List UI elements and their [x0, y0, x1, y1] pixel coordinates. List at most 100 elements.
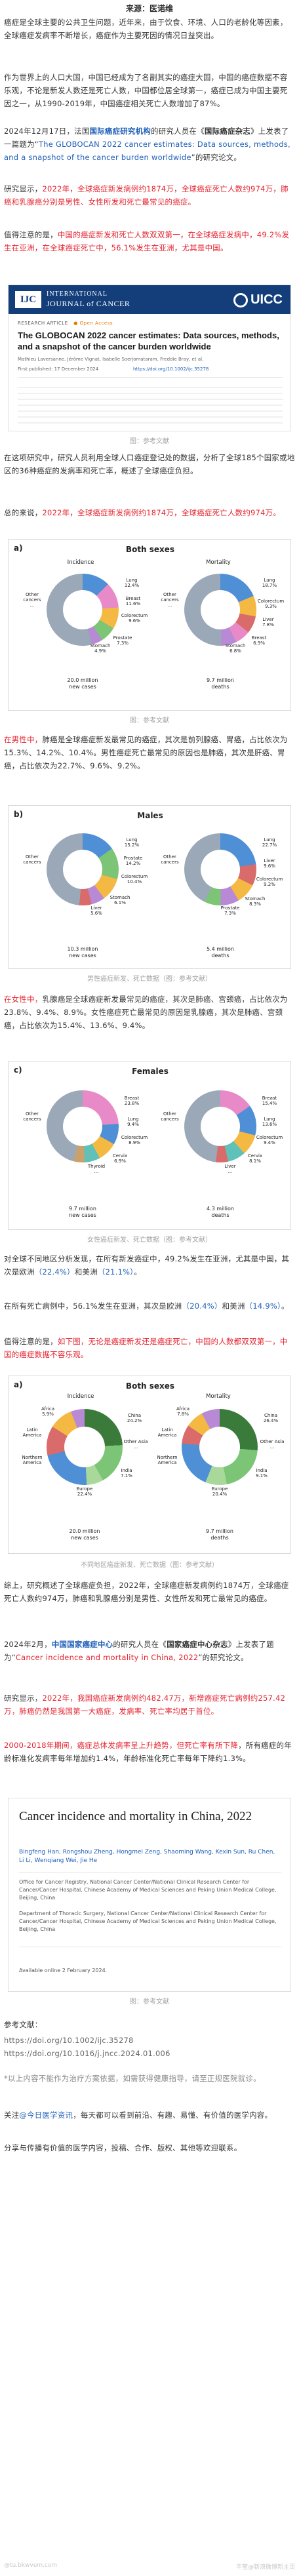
- chart-title: Both sexes: [125, 545, 175, 554]
- globocan-result-paragraph: 研究显示，2022年，全球癌症新发病例约1874万，全球癌症死亡人数约974万，…: [4, 182, 295, 208]
- text-segment: 和美洲: [74, 1267, 98, 1277]
- pie-label: Other cancers ...: [161, 592, 179, 608]
- pie-label: Liver 9.6%: [264, 858, 275, 869]
- text-segment: 2024年12月17日，法国: [4, 127, 90, 136]
- incidence-total: 20.0 million new cases: [67, 677, 98, 690]
- pie-label: Prostate 7.3%: [113, 635, 132, 646]
- figure-caption: 女性癌症新发、死亡数据（图：参考文献）: [87, 1237, 212, 1244]
- pie-label: Europe 22.4%: [76, 1486, 93, 1497]
- text-segment: 值得注意的是，: [4, 1337, 58, 1346]
- pie-label: Latin America: [157, 1427, 177, 1438]
- account-link[interactable]: @今日医学资讯: [19, 2110, 73, 2120]
- pie-label: Africa 7.8%: [176, 1406, 189, 1417]
- text-segment: 对全球不同地区分析发现，在所有新发癌症中，49.2%发生在亚洲，尤其是中国，其次…: [4, 1254, 290, 1277]
- panel-label: c): [14, 1065, 22, 1075]
- pie-label: Lung 18.7%: [262, 578, 277, 588]
- incidence-pie-hole: [63, 1107, 102, 1146]
- uicc-logo: UICC: [233, 290, 283, 309]
- paper-body-placeholder: [18, 382, 283, 424]
- panel-label: a): [14, 1380, 23, 1389]
- pie-label: Prostate 7.3%: [220, 905, 240, 916]
- chart-regions: a) Both sexes Incidence Mortality China …: [8, 1376, 291, 1554]
- figure-caption: 不同地区癌症新发、死亡数据（图：参考文献）: [81, 1562, 218, 1569]
- chart-title: Both sexes: [125, 1381, 175, 1391]
- pie-label: Lung 9.4%: [127, 1117, 139, 1127]
- mortality-total: 5.4 million deaths: [207, 946, 234, 959]
- pie-label: Other Asia ...: [123, 1439, 148, 1450]
- figure-caption: 图：参考文献: [130, 717, 169, 724]
- pie-label: Other cancers ...: [23, 592, 41, 608]
- conclusion-paragraph: 综上，研究概述了全球癌症负担，2022年，全球癌症新发病例约1874万，全球癌症…: [4, 1581, 289, 1603]
- pie-label: Other cancers: [161, 854, 179, 865]
- unlock-icon: ●: [73, 321, 78, 326]
- pie-label: Thyroid ...: [87, 1164, 106, 1174]
- pie-label: Other cancers: [23, 854, 41, 865]
- ncc-link[interactable]: 中国国家癌症中心: [51, 1640, 113, 1649]
- paper-doi[interactable]: https://doi.org/10.1002/ijc.35278: [133, 367, 209, 372]
- region-paragraph-2: 在所有死亡病例中，56.1%发生在亚洲，其次是欧洲（20.4%）和美洲（14.9…: [4, 1299, 295, 1313]
- highlight-text: 癌症总体发病率呈上升趋势，但死亡率有所下降: [77, 1741, 239, 1750]
- text-segment: 的研究人员在《: [151, 127, 205, 136]
- pie-label: India 7.1%: [121, 1468, 132, 1478]
- chart-title: Females: [132, 1067, 169, 1076]
- highlight-text: 2022年，我国癌症新发病例约482.47万，新增癌症死亡病例约257.42万，…: [4, 1694, 286, 1716]
- paper-title: Cancer incidence and mortality in China,…: [19, 1810, 252, 1823]
- mortality-pie-hole: [201, 850, 240, 889]
- pie-label: Other cancers: [23, 1111, 41, 1122]
- pie-label: Europe 20.4%: [211, 1486, 228, 1497]
- chart-females: c) Females Breast 23.8% Lung 9.4% Colore…: [8, 1061, 291, 1230]
- incidence-total: 10.3 million new cases: [67, 946, 98, 959]
- pie-label: Colorectum 9.4%: [256, 1135, 283, 1145]
- chart-title: Males: [137, 811, 163, 820]
- intro-paragraph-2: 作为世界上的人口大国，中国已经成为了名副其实的癌症大国，中国的癌症数据不容乐观，…: [4, 73, 288, 108]
- open-access-badge: ● Open Access: [73, 321, 113, 326]
- text-segment: 值得注意的是，: [4, 230, 58, 239]
- paper-title-text: The GLOBOCAN 2022 cancer estimates: Data…: [4, 140, 290, 162]
- pie-label: Lung 12.4%: [124, 578, 140, 588]
- intro-paragraph-1: 癌症是全球主要的公共卫生问题，近年来，由于饮食、环境、人口的老龄化等因素，全球癌…: [4, 18, 288, 40]
- reference-link-2[interactable]: https://doi.org/10.1016/j.jncc.2024.01.0…: [4, 2049, 170, 2058]
- china-paragraph-2: 研究显示，2022年，我国癌症新发病例约482.47万，新增癌症死亡病例约257…: [4, 1692, 295, 1718]
- pie-label: Breast 23.8%: [124, 1096, 140, 1106]
- paper-published: First published: 17 December 2024: [18, 367, 99, 372]
- pie-label: Cervix 6.9%: [112, 1153, 128, 1164]
- paper-title-text: Cancer incidence and mortality in China,…: [15, 1653, 199, 1662]
- iarc-link[interactable]: 国际癌症研究机构: [89, 127, 151, 136]
- text-segment: 肺癌是全球癌症新发最常见的癌症，其次是前列腺癌、胃癌，占比依次为15.3%、14…: [4, 735, 288, 770]
- globocan-note-paragraph: 值得注意的是，中国的癌症新发和死亡人数双双第一，在全球癌症发病中，49.2%发生…: [4, 228, 295, 254]
- incidence-label: Incidence: [67, 1393, 94, 1400]
- highlight-text: 2000-2018年期间，: [4, 1741, 77, 1750]
- ijc-banner: IJC INTERNATIONAL JOURNAL of CANCER UICC: [9, 285, 290, 314]
- disclaimer: *以上内容不能作为治疗方案依据，如需获得健康指导，请至正规医院就诊。: [4, 2074, 261, 2083]
- text-segment: 乳腺癌是全球癌症新发最常见的癌症，其次是肺癌、宫颈癌，占比依次为23.8%、9.…: [4, 995, 288, 1030]
- reference-link-1[interactable]: https://doi.org/10.1002/ijc.35278: [4, 2036, 134, 2045]
- pie-label: Lung 15.2%: [124, 837, 140, 848]
- text-segment: 》上发表了一篇题为“: [4, 127, 289, 149]
- pie-label: Stomach 8.3%: [245, 896, 266, 907]
- uicc-mark-icon: [233, 292, 249, 307]
- pie-label: Other Asia ...: [260, 1439, 285, 1450]
- mortality-pie-hole: [199, 1427, 240, 1467]
- journal-name: 国际癌症杂志: [204, 127, 251, 136]
- highlight-text: （22.4%）: [34, 1267, 75, 1277]
- highlight-text: 在男性中，: [4, 735, 43, 744]
- divider: [18, 377, 283, 378]
- uicc-text: UICC: [250, 292, 283, 307]
- pie-label: Colorectum 9.2%: [256, 877, 283, 887]
- footer-watermark-right: 丰莹@新浪微博新主页: [235, 2564, 295, 2571]
- china-paragraph-3: 2000-2018年期间，癌症总体发病率呈上升趋势，但死亡率有所下降，所有癌症的…: [4, 1739, 295, 1765]
- methods-paragraph: 在这项研究中，研究人员利用全球人口癌症登记处的数据，分析了全球185个国家或地区…: [4, 453, 295, 475]
- mortality-total: 4.3 million deaths: [207, 1206, 234, 1218]
- text-segment: ”的研究论文。: [198, 1653, 249, 1662]
- journal-line-1: INTERNATIONAL: [47, 290, 108, 298]
- pie-label: Other cancers: [161, 1111, 179, 1122]
- incidence-pie-hole: [63, 850, 102, 889]
- male-paragraph: 在男性中，肺癌是全球癌症新发最常见的癌症，其次是前列腺癌、胃癌，占比依次为15.…: [4, 733, 295, 772]
- pie-label: Cervix 8.1%: [247, 1153, 263, 1164]
- highlight-text: 中国的癌症新发和死亡人数双双第一，在全球癌症发病中，49.2%发生在亚洲，在全球…: [4, 230, 290, 252]
- pie-label: Colorectum 10.4%: [121, 874, 148, 884]
- chart-males: b) Males Lung 15.2% Prostate 14.2% Color…: [8, 805, 291, 969]
- article-type-text: RESEARCH ARTICLE: [18, 321, 68, 326]
- highlight-text: （14.9%）: [245, 1301, 282, 1311]
- follow-paragraph: 关注@今日医学资讯，每天都可以看到前沿、有趣、易懂、有价值的医学内容。: [4, 2109, 295, 2122]
